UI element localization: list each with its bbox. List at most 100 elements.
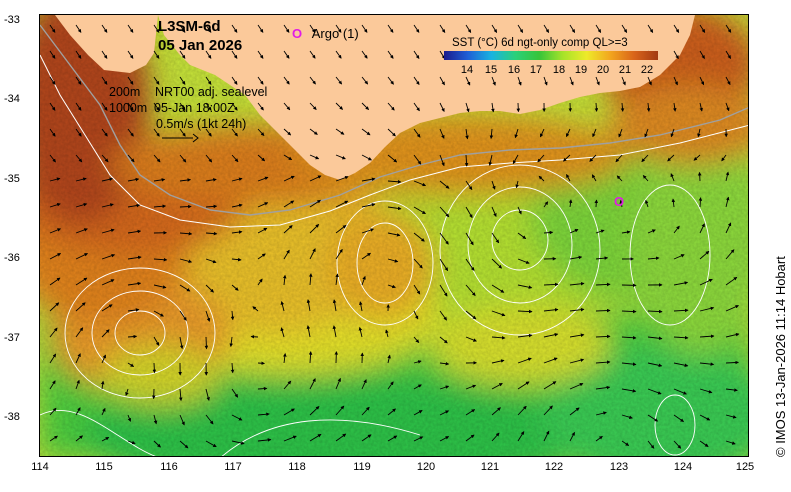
velocity-arrow	[721, 154, 727, 162]
lon-label: 115	[95, 461, 113, 473]
velocity-arrow	[595, 24, 602, 33]
velocity-arrow	[230, 362, 235, 374]
velocity-arrow	[153, 284, 167, 289]
velocity-arrow	[231, 177, 243, 182]
velocity-arrow	[153, 128, 160, 137]
velocity-arrow	[153, 204, 167, 209]
velocity-arrow	[670, 128, 675, 138]
velocity-arrow	[153, 50, 160, 59]
velocity-arrow	[647, 388, 662, 395]
velocity-arrow	[566, 173, 571, 182]
velocity-arrow	[439, 410, 450, 416]
velocity-arrow	[257, 253, 266, 260]
velocity-arrow	[491, 310, 506, 317]
velocity-arrow	[539, 128, 545, 138]
colorbar-tick: 21	[618, 64, 632, 76]
velocity-arrow	[465, 24, 472, 33]
velocity-arrow	[569, 333, 585, 338]
lon-label: 124	[673, 461, 693, 473]
velocity-arrow	[725, 249, 735, 260]
isobath-200m	[40, 24, 748, 216]
legend-vector-scale: 0.5m/s (1kt 24h)	[156, 117, 247, 131]
velocity-arrow	[179, 310, 187, 321]
velocity-arrow	[517, 258, 530, 264]
velocity-arrow	[698, 197, 703, 208]
velocity-arrow	[257, 227, 268, 234]
velocity-arrow	[335, 102, 343, 110]
velocity-arrow	[591, 174, 597, 182]
velocity-arrow	[725, 414, 737, 419]
velocity-arrow	[491, 432, 500, 442]
velocity-arrow	[621, 230, 631, 234]
velocity-arrow	[75, 435, 84, 442]
velocity-arrow	[439, 128, 445, 139]
velocity-arrow	[205, 440, 217, 448]
velocity-arrow	[231, 24, 238, 33]
velocity-arrow	[49, 353, 57, 364]
colorbar-title: SST (°C) 6d ngt-only comp QL>=3	[452, 37, 628, 49]
velocity-arrow	[179, 258, 193, 264]
velocity-arrow	[569, 407, 580, 416]
velocity-arrow	[595, 435, 603, 442]
velocity-arrow	[252, 306, 259, 312]
argo-float-marker[interactable]: O	[614, 194, 624, 209]
colorbar	[444, 51, 658, 60]
velocity-arrow	[257, 438, 272, 442]
velocity-arrow	[101, 177, 114, 182]
velocity-arrow	[543, 332, 559, 338]
velocity-arrow	[283, 353, 287, 364]
velocity-arrow	[595, 256, 609, 260]
velocity-arrow	[101, 50, 108, 59]
velocity-arrow	[387, 284, 396, 289]
velocity-arrow	[491, 359, 505, 364]
velocity-arrow	[361, 228, 375, 234]
velocity-arrow	[75, 202, 88, 208]
velocity-arrow	[413, 102, 420, 112]
velocity-arrow	[489, 128, 494, 140]
velocity-arrow	[231, 414, 243, 421]
velocity-arrow	[283, 76, 290, 85]
velocity-arrow	[673, 50, 679, 60]
velocity-arrow	[309, 406, 320, 416]
velocity-arrow	[670, 173, 675, 182]
velocity-arrow	[589, 154, 597, 162]
velocity-arrow	[673, 225, 680, 234]
velocity-arrow	[543, 430, 550, 442]
velocity-arrow	[465, 258, 475, 271]
velocity-arrow	[673, 414, 685, 422]
velocity-arrow	[309, 248, 316, 260]
velocity-arrow	[125, 388, 129, 396]
velocity-arrow	[361, 406, 370, 416]
velocity-arrow	[335, 154, 346, 160]
velocity-arrow	[101, 436, 110, 442]
velocity-arrow	[465, 409, 476, 416]
velocity-arrow	[413, 154, 422, 165]
velocity-arrow	[387, 381, 394, 390]
velocity-arrow	[205, 258, 217, 264]
velocity-arrow	[595, 411, 607, 416]
velocity-arrow	[127, 128, 134, 137]
velocity-arrow	[413, 258, 423, 269]
velocity-arrow	[153, 440, 161, 448]
velocity-arrow	[257, 176, 269, 182]
velocity-arrow	[127, 102, 134, 111]
velocity-arrow	[616, 175, 623, 182]
velocity-arrow	[413, 128, 421, 138]
velocity-arrow	[283, 175, 295, 182]
velocity-arrow	[280, 327, 285, 338]
velocity-arrow	[618, 128, 623, 138]
velocity-arrow	[101, 304, 113, 312]
velocity-arrow	[308, 273, 313, 286]
velocity-arrow	[538, 175, 545, 182]
sst-map[interactable]: O	[39, 14, 749, 457]
velocity-arrow	[75, 24, 82, 33]
velocity-arrow	[465, 76, 471, 86]
lat-label: -35	[4, 173, 20, 185]
velocity-arrow	[231, 203, 243, 208]
velocity-arrow	[673, 24, 680, 33]
velocity-arrow	[205, 76, 212, 85]
lat-label: -38	[4, 411, 20, 423]
colorbar-tick: 16	[507, 64, 521, 76]
velocity-arrow	[231, 76, 238, 85]
velocity-arrow	[543, 308, 559, 312]
